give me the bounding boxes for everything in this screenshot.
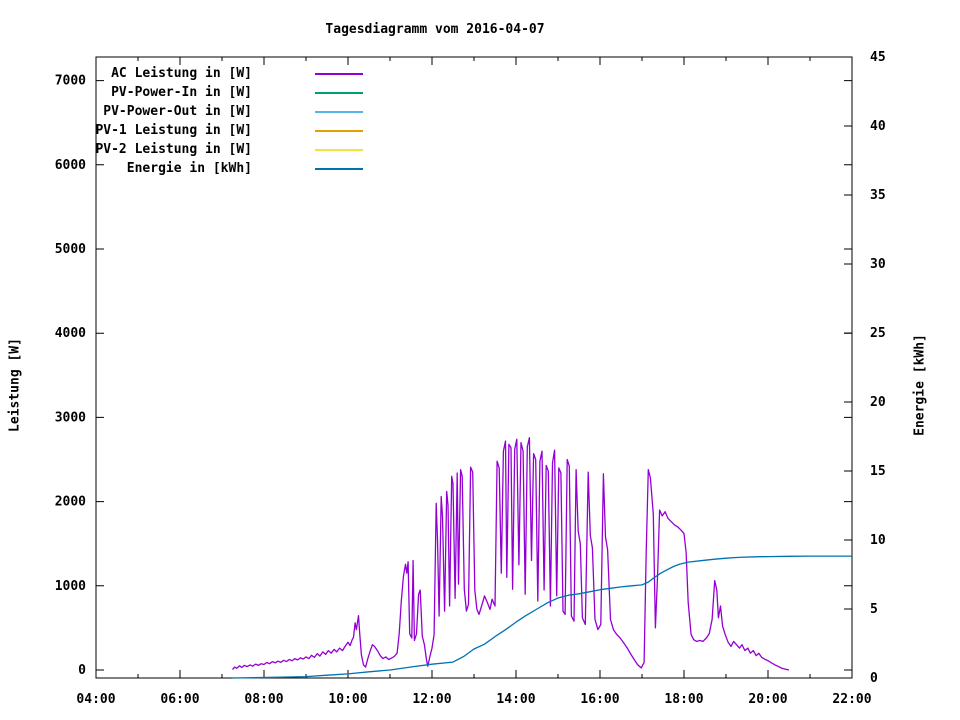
chart-title: Tagesdiagramm vom 2016-04-07 (325, 22, 545, 37)
legend-label: PV-2 Leistung in [W] (95, 142, 252, 157)
y-right-tick-label: 25 (870, 326, 886, 341)
x-tick-label: 10:00 (328, 692, 367, 707)
legend-line-sample (315, 73, 363, 75)
legend-line-sample (315, 130, 363, 132)
x-tick-label: 16:00 (580, 692, 619, 707)
y-right-tick-label: 20 (870, 395, 886, 410)
legend-line-sample (315, 149, 363, 151)
y-right-tick-label: 5 (870, 602, 878, 617)
y-left-tick-label: 4000 (55, 326, 86, 341)
x-tick-label: 08:00 (244, 692, 283, 707)
y-left-tick-label: 5000 (55, 242, 86, 257)
x-tick-label: 04:00 (76, 692, 115, 707)
y-right-tick-label: 15 (870, 464, 886, 479)
series-energie-in-kwh- (232, 555, 852, 679)
legend-line-sample (315, 92, 363, 94)
legend-item: Energie in [kWh] (0, 159, 380, 178)
y-left-tick-label: 0 (78, 663, 86, 678)
y-left-tick-label: 3000 (55, 410, 86, 425)
legend-label: PV-1 Leistung in [W] (95, 123, 252, 138)
x-tick-label: 06:00 (160, 692, 199, 707)
legend-item: AC Leistung in [W] (0, 64, 380, 83)
axis-ticks (95, 56, 853, 679)
x-tick-label: 14:00 (496, 692, 535, 707)
legend-line-sample (315, 168, 363, 170)
legend-item: PV-2 Leistung in [W] (0, 140, 380, 159)
x-tick-label: 22:00 (832, 692, 871, 707)
x-tick-label: 12:00 (412, 692, 451, 707)
y-right-tick-label: 10 (870, 533, 886, 548)
y-right-tick-label: 35 (870, 188, 886, 203)
legend-item: PV-1 Leistung in [W] (0, 121, 380, 140)
x-tick-label: 20:00 (748, 692, 787, 707)
legend-label: AC Leistung in [W] (111, 66, 252, 81)
y-left-tick-label: 2000 (55, 495, 86, 510)
x-tick-label: 18:00 (664, 692, 703, 707)
legend-label: Energie in [kWh] (126, 161, 252, 176)
legend-label: PV-Power-Out in [W] (103, 104, 252, 119)
y-left-tick-label: 7000 (55, 74, 86, 89)
legend-label: PV-Power-In in [W] (111, 85, 252, 100)
legend: AC Leistung in [W] PV-Power-In in [W] PV… (0, 64, 380, 178)
legend-item: PV-Power-In in [W] (0, 83, 380, 102)
series-ac-leistung-in-w- (232, 436, 790, 671)
y-left-tick-label: 6000 (55, 158, 86, 173)
y-right-tick-label: 30 (870, 257, 886, 272)
y-right-tick-label: 0 (870, 671, 878, 686)
y-right-tick-label: 45 (870, 50, 886, 65)
legend-line-sample (315, 111, 363, 113)
y-right-tick-label: 40 (870, 119, 886, 134)
y-left-tick-label: 1000 (55, 579, 86, 594)
legend-item: PV-Power-Out in [W] (0, 102, 380, 121)
